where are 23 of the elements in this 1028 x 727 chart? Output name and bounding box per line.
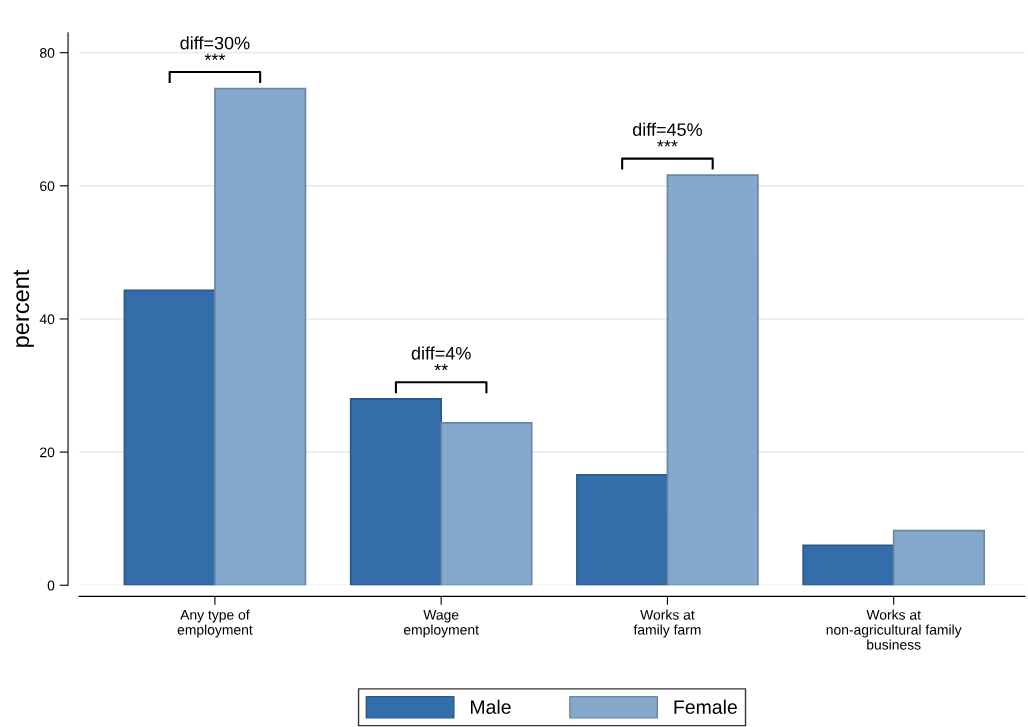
x-tick-label: Wage employment <box>403 610 479 638</box>
bar <box>892 529 986 586</box>
x-tick-label: Any type of employment <box>177 609 253 638</box>
bar <box>123 289 216 586</box>
bar <box>802 544 895 586</box>
annotation: diff=30% *** <box>180 36 250 61</box>
legend-label: Female <box>674 699 737 714</box>
legend-label: Male <box>470 699 511 714</box>
bar <box>349 398 443 586</box>
y-tick-label: 80 <box>40 48 55 58</box>
bar <box>214 87 307 586</box>
y-tick-label: 40 <box>39 314 55 325</box>
x-tick-label: Works at family farm <box>633 609 701 638</box>
y-axis-title: percent <box>13 269 34 347</box>
bar <box>666 174 759 586</box>
annotation: diff=4% ** <box>411 346 471 371</box>
x-tick-label: Works at non-agricultural family business <box>826 609 962 650</box>
bar <box>576 473 669 586</box>
y-tick-label: 60 <box>40 181 55 191</box>
y-tick-label: 0 <box>47 580 55 591</box>
y-tick-label: 20 <box>40 447 55 458</box>
annotation: diff=45% *** <box>632 122 703 147</box>
bar <box>440 421 533 586</box>
